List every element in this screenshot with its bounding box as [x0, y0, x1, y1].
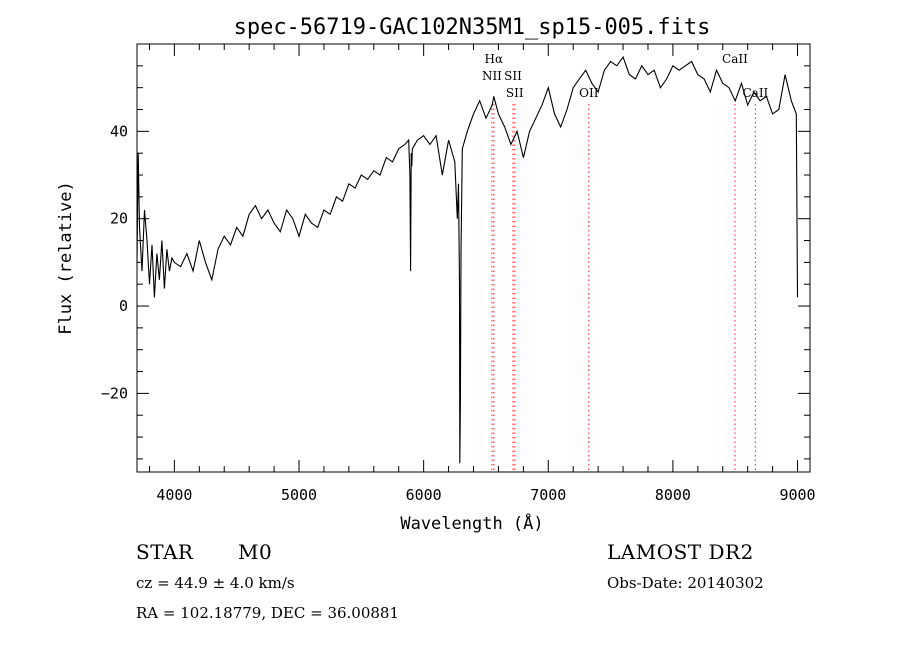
sky-coordinates: RA = 102.18779, DEC = 36.00881 [136, 604, 400, 622]
emission-line-label: OII [579, 86, 599, 100]
emission-line-label: CaII [722, 52, 748, 66]
y-axis-ticks: −20 0 20 40 [101, 65, 810, 460]
x-tick-label: 8000 [655, 486, 691, 504]
emission-line-label: SII [506, 86, 524, 100]
x-tick-label: 6000 [406, 486, 442, 504]
x-tick-label: 7000 [530, 486, 566, 504]
observation-date: Obs-Date: 20140302 [607, 574, 764, 592]
y-axis-label: Flux (relative) [56, 181, 76, 335]
spectrum-series-line [136, 55, 799, 464]
survey-name: LAMOST DR2 [607, 540, 754, 564]
spectrum-chart: spec-56719-GAC102N35M1_sp15-005.fits 400… [56, 15, 816, 534]
x-tick-label: 9000 [779, 486, 815, 504]
plot-frame [136, 43, 811, 473]
chart-title: spec-56719-GAC102N35M1_sp15-005.fits [234, 15, 711, 40]
y-tick-label: −20 [101, 384, 128, 402]
emission-line-markers [491, 104, 757, 472]
redshift-velocity: cz = 44.9 ± 4.0 km/s [136, 574, 295, 592]
y-tick-label: 20 [110, 210, 128, 228]
x-tick-label: 4000 [156, 486, 192, 504]
emission-line-label: CaII [742, 86, 768, 100]
object-class: STAR [136, 540, 194, 564]
object-subclass: M0 [238, 540, 273, 564]
x-tick-label: 5000 [281, 486, 317, 504]
y-tick-label: 0 [119, 297, 128, 315]
x-axis-ticks: 4000 5000 6000 7000 8000 9000 [148, 44, 816, 504]
x-axis-label: Wavelength (Å) [400, 512, 543, 534]
emission-line-label: NII [482, 69, 502, 83]
emission-line-label: SII [504, 69, 522, 83]
emission-line-label: Hα [485, 52, 504, 66]
y-tick-label: 40 [110, 122, 128, 140]
